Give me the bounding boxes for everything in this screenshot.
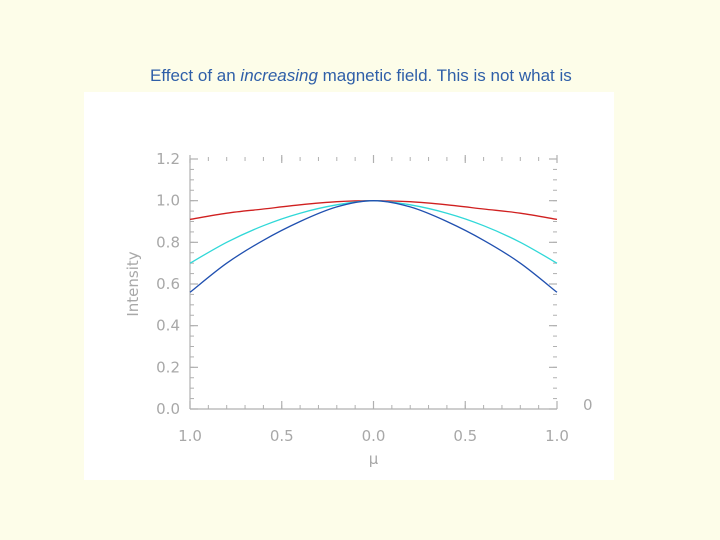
plot-ticks xyxy=(189,155,558,410)
y-tick-label: 0.4 xyxy=(156,317,180,335)
y-tick-label: 1.0 xyxy=(156,192,180,210)
y-tick-label: 0.2 xyxy=(156,358,180,376)
plot-labels: 0.0 0.2 0.4 0.6 0.8 1.0 1.2 1.0 0.5 0.0 0.5 1.0 μ Int… xyxy=(124,150,593,468)
x-tick-label: 1.0 xyxy=(178,427,202,445)
y-tick-label: 0.8 xyxy=(156,233,180,251)
x-tick-label: 0.0 xyxy=(362,427,386,445)
partial-tick-label: 0 xyxy=(583,396,593,414)
caption-prefix: Effect of an xyxy=(150,66,241,85)
series-line-blue xyxy=(189,200,558,293)
x-tick-label: 1.0 xyxy=(545,427,569,445)
x-axis-title: μ xyxy=(369,450,379,468)
plot-panel xyxy=(84,92,614,480)
y-tick-label: 0.0 xyxy=(156,400,180,418)
x-tick-label: 0.5 xyxy=(270,427,294,445)
caption-emphasis: increasing xyxy=(240,66,318,85)
series-line-cyan xyxy=(189,200,558,264)
x-tick-label: 0.5 xyxy=(453,427,477,445)
plot-series xyxy=(189,200,558,293)
plot-axes xyxy=(189,159,557,410)
y-tick-label: 1.2 xyxy=(156,150,180,168)
y-axis-title: Intensity xyxy=(124,251,142,316)
series-line-red xyxy=(189,200,558,221)
y-tick-label: 0.6 xyxy=(156,275,180,293)
